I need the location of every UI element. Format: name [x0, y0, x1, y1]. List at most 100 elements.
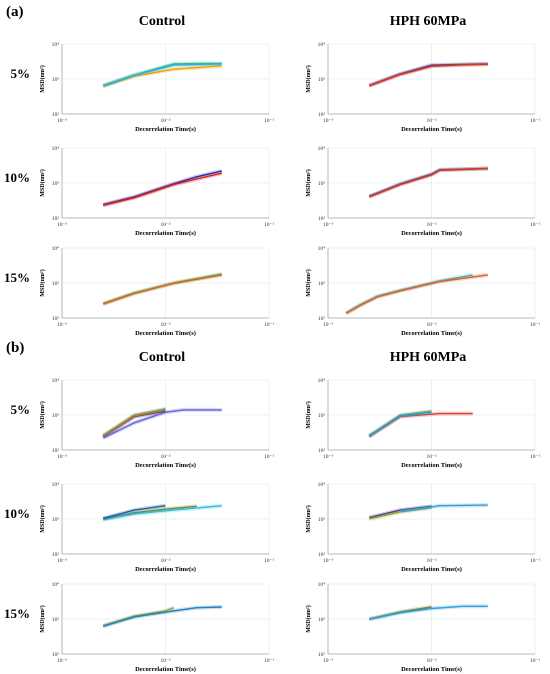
series-line [102, 274, 222, 305]
x-axis-label: Decorrelation Time(s) [135, 566, 196, 573]
x-tick-label: 10⁻² [426, 322, 436, 328]
panel-label-b: (b) [6, 340, 25, 356]
row-label: 10% [4, 170, 30, 185]
x-tick-label: 10⁻² [160, 322, 170, 328]
series-line [369, 605, 488, 620]
series-line [102, 606, 222, 627]
y-axis-label: MSD(nm²) [39, 65, 46, 92]
y-axis-label: MSD(nm²) [39, 269, 46, 296]
series-line [102, 409, 166, 437]
y-tick-label: 10⁴ [318, 146, 326, 152]
x-tick-label: 10⁻³ [57, 222, 67, 228]
row-label: 15% [4, 270, 30, 285]
y-tick-label: 10³ [52, 77, 60, 83]
series-line [103, 505, 166, 519]
y-tick-label: 10² [52, 316, 60, 322]
msd-chart-b-control-15pct: 10⁻³ 10⁻² 10⁻¹ 10² 10³ 10⁴ Decorrelation Time(… [39, 582, 274, 673]
y-axis-label: MSD(nm²) [305, 169, 312, 196]
y-tick-label: 10⁴ [52, 378, 60, 384]
x-tick-label: 10⁻³ [57, 558, 67, 564]
y-tick-label: 10³ [52, 517, 60, 523]
x-tick-label: 10⁻¹ [264, 454, 274, 460]
row-label: 5% [10, 402, 31, 417]
series-line [102, 409, 222, 439]
series-line [103, 505, 197, 520]
series-line [102, 65, 222, 87]
series-line [102, 607, 174, 627]
x-axis-label: Decorrelation Time(s) [135, 126, 196, 133]
x-tick-label: 10⁻³ [57, 454, 67, 460]
x-axis-label: Decorrelation Time(s) [401, 566, 462, 573]
msd-chart-a-hph-60mpa-10pct: 10⁻³ 10⁻² 10⁻¹ 10² 10³ 10⁴ Decorrelation Time(… [305, 146, 540, 237]
x-tick-label: 10⁻² [426, 558, 436, 564]
msd-chart-a-hph-60mpa-15pct: 10⁻³ 10⁻² 10⁻¹ 10² 10³ 10⁴ Decorrelation Time(… [305, 246, 540, 337]
x-axis-label: Decorrelation Time(s) [135, 666, 196, 673]
x-tick-label: 10⁻¹ [264, 222, 274, 228]
column-title: Control [138, 14, 186, 29]
x-tick-label: 10⁻¹ [530, 322, 540, 328]
x-tick-label: 10⁻² [160, 222, 170, 228]
y-tick-label: 10⁴ [52, 146, 60, 152]
msd-chart-a-hph-60mpa-5pct: 10⁻³ 10⁻² 10⁻¹ 10² 10³ 10⁴ Decorrelation Time(… [305, 42, 540, 133]
y-tick-label: 10³ [52, 181, 60, 187]
series-line [103, 170, 222, 206]
y-tick-label: 10² [52, 216, 60, 222]
series-band [345, 272, 489, 316]
y-tick-label: 10³ [52, 281, 60, 287]
y-axis-label: MSD(nm²) [39, 401, 46, 428]
x-tick-label: 10⁻¹ [264, 658, 274, 664]
msd-chart-b-hph-60mpa-15pct: 10⁻³ 10⁻² 10⁻¹ 10² 10³ 10⁴ Decorrelation Time(… [305, 582, 540, 673]
msd-chart-b-control-5pct: 10⁻³ 10⁻² 10⁻¹ 10² 10³ 10⁴ Decorrelation Time(… [39, 378, 274, 469]
y-tick-label: 10³ [52, 413, 60, 419]
y-tick-label: 10² [52, 448, 60, 454]
series-line [400, 504, 488, 512]
series-line [368, 63, 488, 87]
series-line [368, 167, 488, 198]
column-title: Control [138, 350, 186, 365]
series-line [102, 63, 222, 87]
series-band [102, 272, 223, 306]
row-label: 15% [4, 606, 30, 621]
y-tick-label: 10³ [318, 77, 326, 83]
x-tick-label: 10⁻² [426, 454, 436, 460]
x-tick-label: 10⁻² [160, 558, 170, 564]
x-tick-label: 10⁻¹ [530, 222, 540, 228]
y-tick-label: 10³ [318, 517, 326, 523]
column-title: HPH 60MPa [389, 14, 467, 29]
y-axis-label: MSD(nm²) [305, 269, 312, 296]
y-tick-label: 10⁴ [52, 246, 60, 252]
x-tick-label: 10⁻¹ [530, 658, 540, 664]
series-band [368, 166, 488, 199]
y-tick-label: 10² [318, 112, 326, 118]
x-tick-label: 10⁻³ [57, 658, 67, 664]
series-line [103, 172, 222, 206]
x-tick-label: 10⁻² [426, 118, 436, 124]
y-tick-label: 10³ [318, 181, 326, 187]
y-tick-label: 10³ [318, 281, 326, 287]
x-axis-label: Decorrelation Time(s) [135, 330, 196, 337]
column-title: HPH 60MPa [389, 350, 467, 365]
x-tick-label: 10⁻² [426, 658, 436, 664]
y-tick-label: 10² [318, 652, 326, 658]
y-tick-label: 10⁴ [318, 582, 326, 588]
x-tick-label: 10⁻¹ [530, 118, 540, 124]
x-tick-label: 10⁻³ [57, 322, 67, 328]
y-axis-label: MSD(nm²) [305, 401, 312, 428]
x-tick-label: 10⁻² [160, 454, 170, 460]
panel-label-a: (a) [6, 4, 24, 20]
y-tick-label: 10² [52, 652, 60, 658]
y-tick-label: 10⁴ [52, 42, 60, 48]
y-tick-label: 10³ [318, 413, 326, 419]
y-axis-label: MSD(nm²) [39, 605, 46, 632]
x-axis-label: Decorrelation Time(s) [401, 230, 462, 237]
y-tick-label: 10³ [318, 617, 326, 623]
msd-chart-a-control-10pct: 10⁻³ 10⁻² 10⁻¹ 10² 10³ 10⁴ Decorrelation Time(… [39, 146, 274, 237]
x-axis-label: Decorrelation Time(s) [135, 462, 196, 469]
y-axis-label: MSD(nm²) [305, 65, 312, 92]
series-line [368, 411, 432, 437]
msd-chart-a-control-5pct: 10⁻³ 10⁻² 10⁻¹ 10² 10³ 10⁴ Decorrelation Time(… [39, 42, 274, 133]
series-band [368, 166, 488, 199]
y-tick-label: 10⁴ [318, 378, 326, 384]
y-axis-label: MSD(nm²) [305, 505, 312, 532]
x-tick-label: 10⁻¹ [264, 118, 274, 124]
